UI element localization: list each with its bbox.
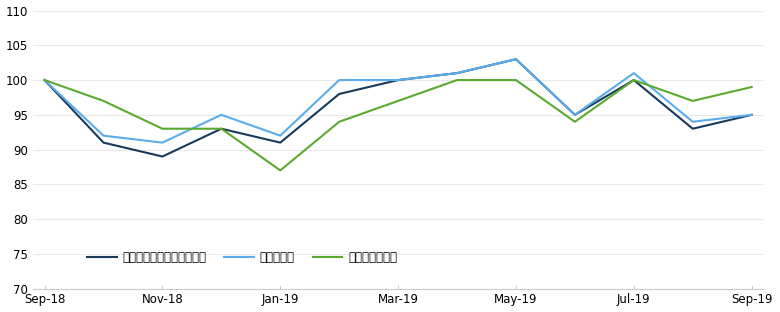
新兴国株式 — [335, 78, 344, 82]
アジア株式（日本を除く） — [393, 78, 402, 82]
アジア株式（日本を除く） — [158, 155, 167, 158]
グローバル株式 — [335, 120, 344, 124]
新兴国株式 — [217, 113, 226, 117]
新兴国株式 — [570, 113, 580, 117]
グローバル株式 — [511, 78, 520, 82]
アジア株式（日本を除く） — [40, 78, 49, 82]
新兴国株式 — [99, 134, 108, 138]
グローバル株式 — [393, 99, 402, 103]
グローバル株式 — [217, 127, 226, 131]
グローバル株式 — [629, 78, 639, 82]
Legend: アジア株式（日本を除く）, 新兴国株式, グローバル株式: アジア株式（日本を除く）, 新兴国株式, グローバル株式 — [83, 246, 402, 269]
グローバル株式 — [99, 99, 108, 103]
新兴国株式 — [40, 78, 49, 82]
アジア株式（日本を除く） — [217, 127, 226, 131]
アジア株式（日本を除く） — [688, 127, 697, 131]
グローバル株式 — [452, 78, 462, 82]
新兴国株式 — [629, 71, 639, 75]
新兴国株式 — [275, 134, 285, 138]
新兴国株式 — [688, 120, 697, 124]
グローバル株式 — [688, 99, 697, 103]
アジア株式（日本を除く） — [747, 113, 757, 117]
アジア株式（日本を除く） — [629, 78, 639, 82]
グローバル株式 — [40, 78, 49, 82]
アジア株式（日本を除く） — [452, 71, 462, 75]
アジア株式（日本を除く） — [99, 141, 108, 144]
アジア株式（日本を除く） — [570, 113, 580, 117]
Line: グローバル株式: グローバル株式 — [44, 80, 752, 170]
アジア株式（日本を除く） — [275, 141, 285, 144]
Line: アジア株式（日本を除く）: アジア株式（日本を除く） — [44, 59, 752, 157]
新兴国株式 — [511, 57, 520, 61]
アジア株式（日本を除く） — [335, 92, 344, 96]
アジア株式（日本を除く） — [511, 57, 520, 61]
新兴国株式 — [452, 71, 462, 75]
新兴国株式 — [747, 113, 757, 117]
グローバル株式 — [158, 127, 167, 131]
グローバル株式 — [747, 85, 757, 89]
新兴国株式 — [158, 141, 167, 144]
グローバル株式 — [570, 120, 580, 124]
Line: 新兴国株式: 新兴国株式 — [44, 59, 752, 143]
グローバル株式 — [275, 168, 285, 172]
新兴国株式 — [393, 78, 402, 82]
